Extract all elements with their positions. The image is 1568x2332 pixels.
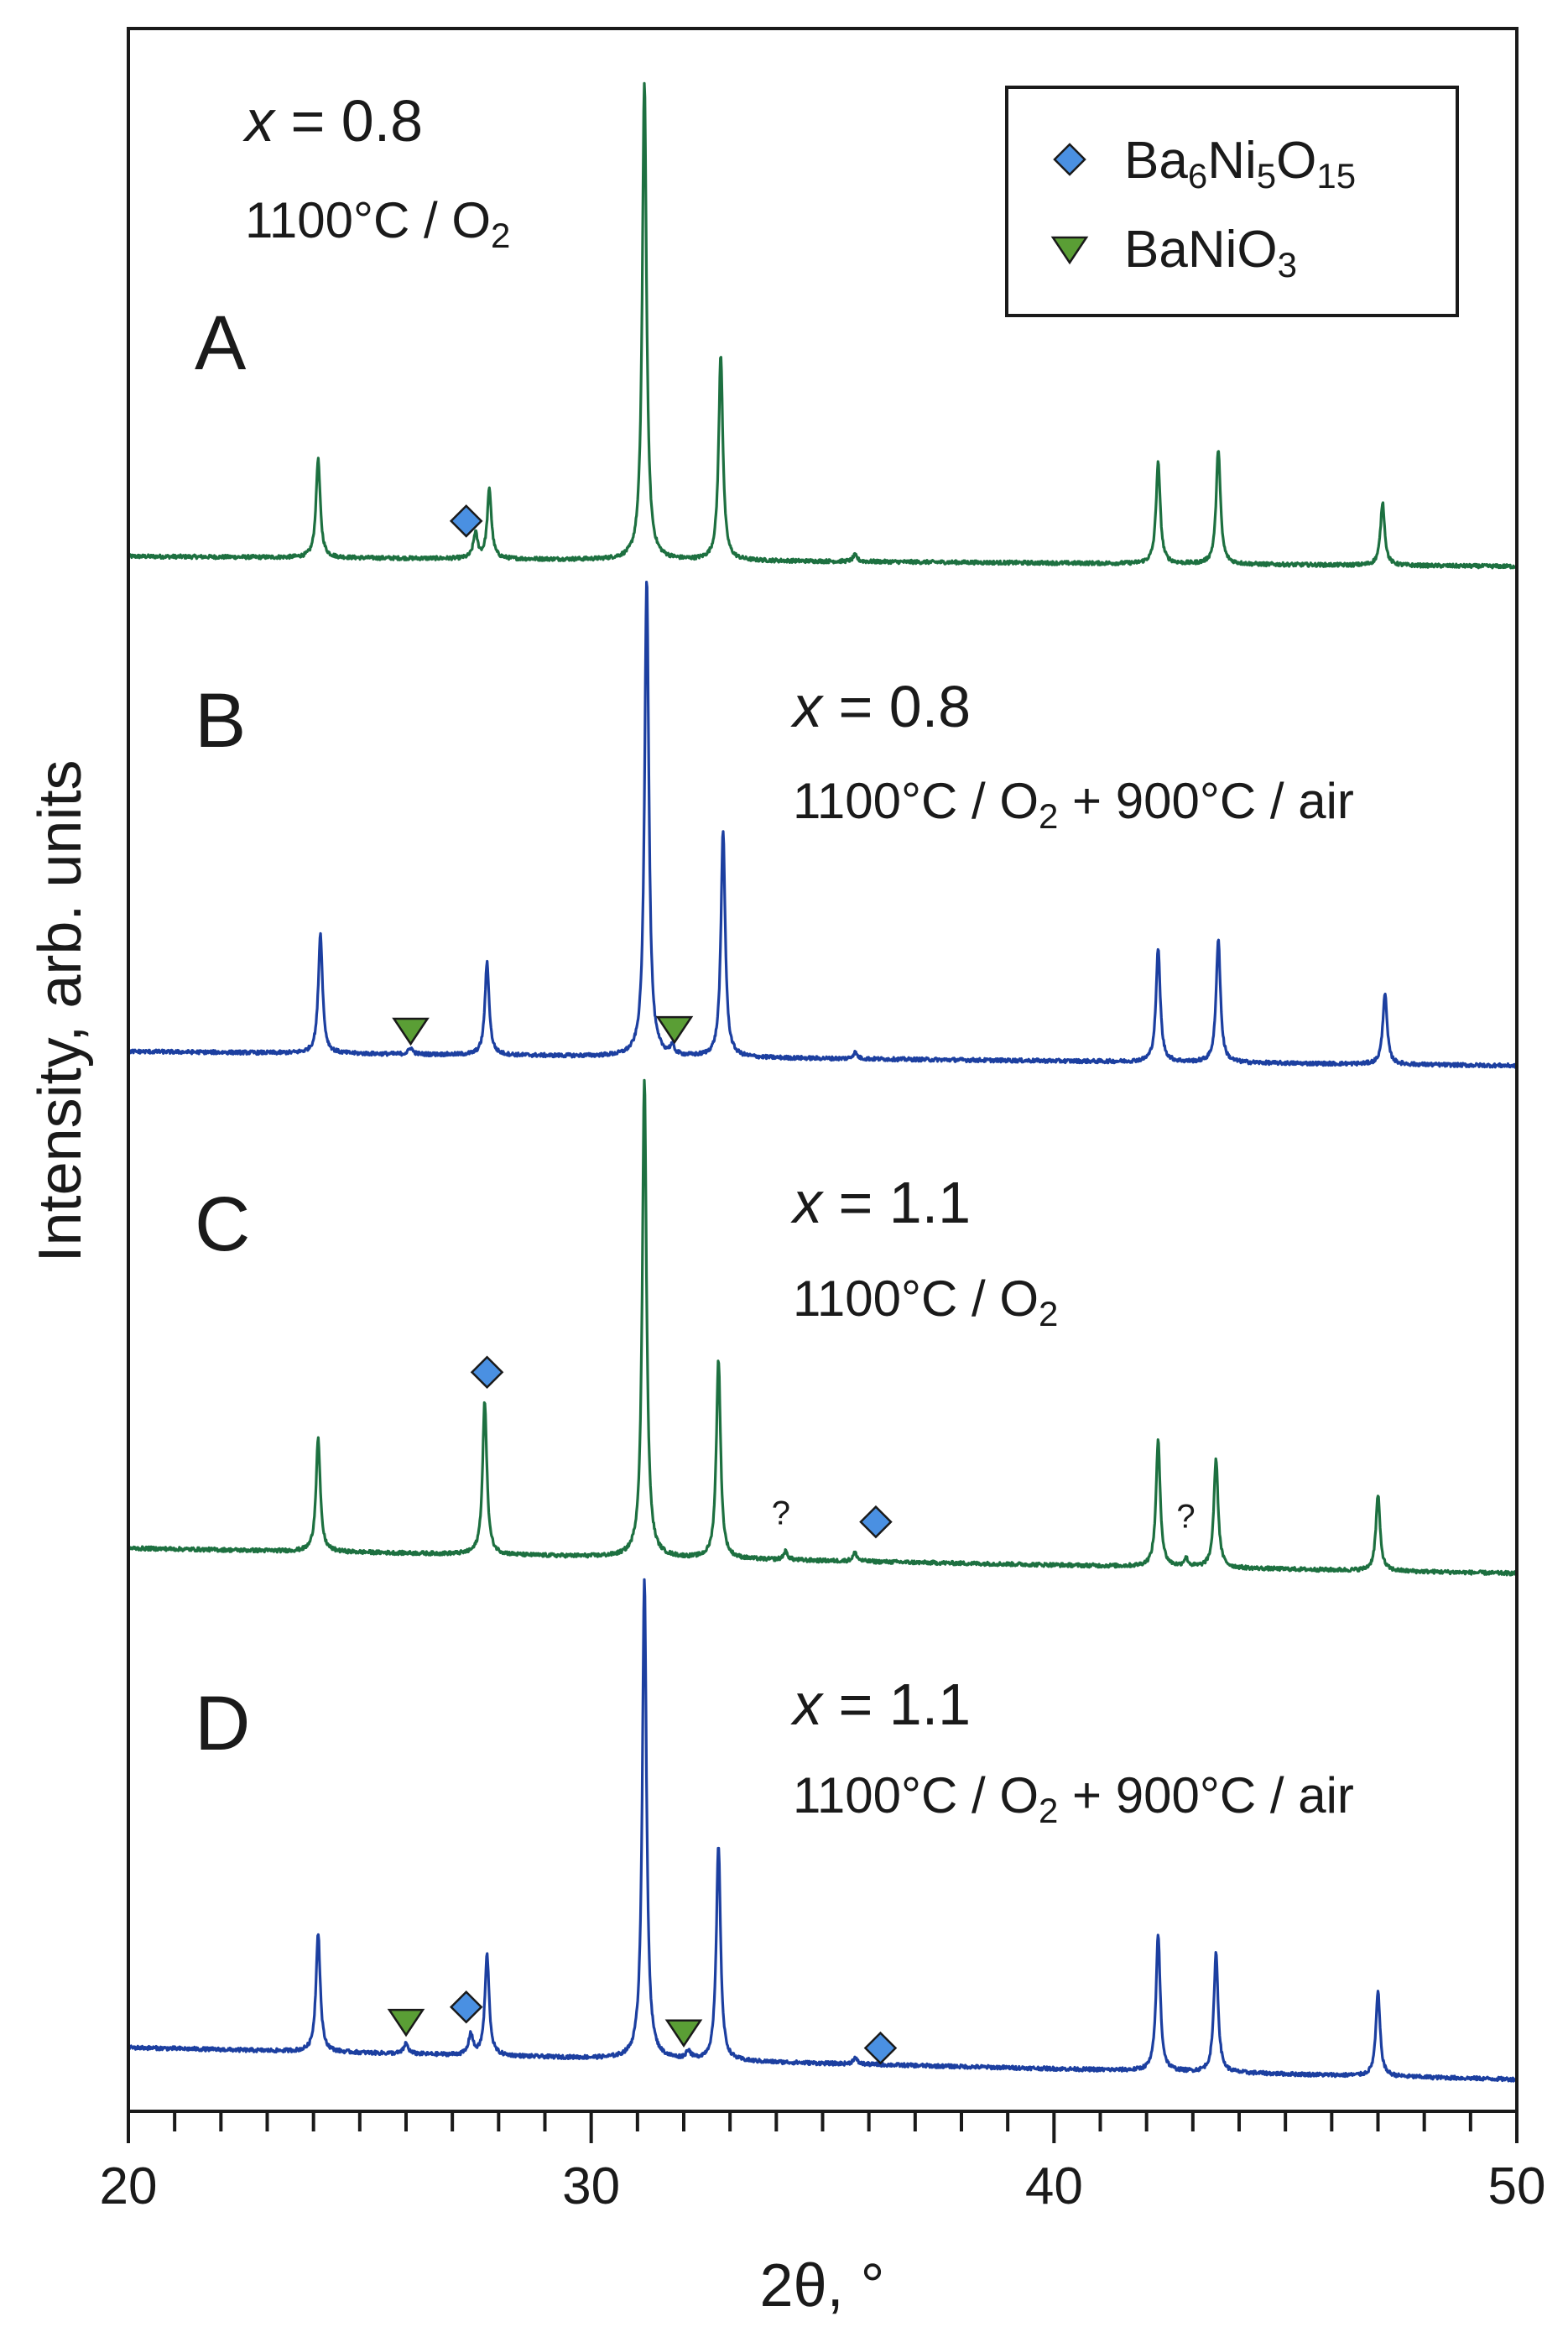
legend-diamond-icon: [1053, 143, 1086, 176]
panel-label: C: [195, 1182, 250, 1267]
treatment-label: 1100°C / O2: [793, 1270, 1058, 1333]
phase-marker-diamond: [863, 2031, 898, 2065]
y-axis-label: Intensity, arb. units: [27, 760, 94, 1263]
x-tick-label: 20: [100, 2157, 158, 2215]
x-axis-label: 2θ, °: [760, 2252, 885, 2319]
label-layer: Ax = 0.8 1100°C / O2 B x = 0.8 1100°C / O2 +…: [195, 88, 1354, 1830]
trace-layer: [127, 81, 1519, 2083]
treatment-label: 1100°C / O2 + 900°C / air: [793, 1767, 1354, 1830]
treatment-label: 1100°C / O2 + 900°C / air: [793, 773, 1354, 836]
panel-label: A: [195, 300, 247, 386]
x-tick-label: 50: [1488, 2157, 1546, 2215]
unknown-peak-annotation: ?: [772, 1495, 790, 1532]
panel-label: D: [195, 1681, 250, 1766]
trace-A: [127, 81, 1519, 570]
unknown-peak-annotation: ?: [1176, 1498, 1195, 1535]
legend: Ba6Ni5O15 BaNiO3: [1005, 86, 1459, 317]
phase-marker-triangle: [655, 1015, 694, 1045]
phase-marker-triangle: [664, 2019, 703, 2048]
phase-marker-diamond: [859, 1505, 893, 1539]
x-axis-ticks: 20 30 40 50: [100, 2111, 1546, 2215]
x-tick-label: 30: [562, 2157, 620, 2215]
composition-label: x = 0.8: [242, 88, 423, 154]
treatment-label: 1100°C / O2: [245, 192, 510, 255]
legend-label-banio3: BaNiO3: [1124, 221, 1297, 284]
phase-marker-triangle: [387, 2008, 425, 2037]
x-tick-label: 40: [1025, 2157, 1083, 2215]
phase-marker-diamond: [470, 1355, 504, 1390]
trace-D: [127, 1578, 1519, 2083]
phase-marker-diamond: [449, 504, 483, 538]
legend-label-ba6ni5o15: Ba6Ni5O15: [1124, 132, 1356, 196]
composition-label: x = 1.1: [790, 1170, 971, 1235]
trace-B: [127, 581, 1519, 1069]
trace-C: [127, 1078, 1519, 1577]
panel-label: B: [195, 678, 246, 764]
legend-box: [1005, 86, 1459, 317]
legend-triangle-icon: [1050, 236, 1089, 265]
marker-layer: [387, 504, 898, 2065]
phase-marker-triangle: [392, 1017, 430, 1046]
phase-marker-diamond: [449, 1990, 483, 2024]
composition-label: x = 1.1: [790, 1672, 971, 1737]
composition-label: x = 0.8: [790, 674, 971, 739]
